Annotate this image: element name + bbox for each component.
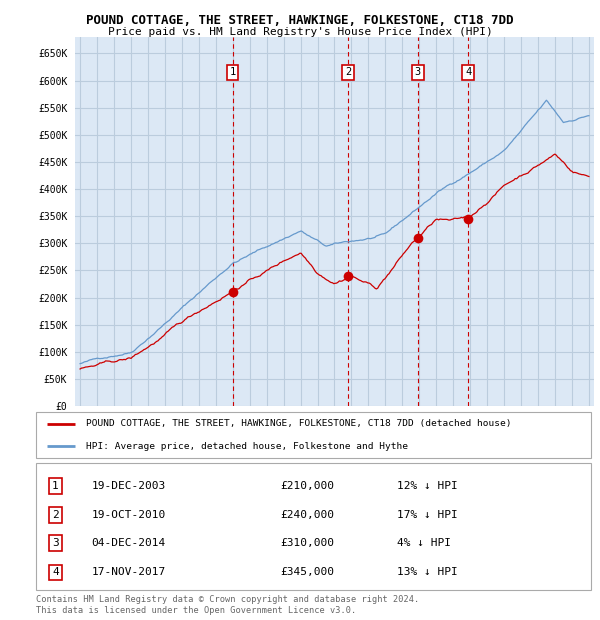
FancyBboxPatch shape <box>36 412 591 458</box>
Text: 2: 2 <box>52 510 59 520</box>
Text: 19-DEC-2003: 19-DEC-2003 <box>92 481 166 491</box>
Text: 1: 1 <box>52 481 59 491</box>
Text: 19-OCT-2010: 19-OCT-2010 <box>92 510 166 520</box>
Text: 17% ↓ HPI: 17% ↓ HPI <box>397 510 458 520</box>
Text: 17-NOV-2017: 17-NOV-2017 <box>92 567 166 577</box>
Text: 04-DEC-2014: 04-DEC-2014 <box>92 538 166 548</box>
Text: Price paid vs. HM Land Registry's House Price Index (HPI): Price paid vs. HM Land Registry's House … <box>107 27 493 37</box>
Text: 12% ↓ HPI: 12% ↓ HPI <box>397 481 458 491</box>
Text: 1: 1 <box>230 68 236 78</box>
FancyBboxPatch shape <box>36 463 591 590</box>
Text: 3: 3 <box>52 538 59 548</box>
Text: £345,000: £345,000 <box>280 567 334 577</box>
Text: 3: 3 <box>415 68 421 78</box>
Text: 4: 4 <box>465 68 471 78</box>
Text: 2: 2 <box>345 68 351 78</box>
Text: 4% ↓ HPI: 4% ↓ HPI <box>397 538 451 548</box>
Text: POUND COTTAGE, THE STREET, HAWKINGE, FOLKESTONE, CT18 7DD (detached house): POUND COTTAGE, THE STREET, HAWKINGE, FOL… <box>86 419 511 428</box>
Text: HPI: Average price, detached house, Folkestone and Hythe: HPI: Average price, detached house, Folk… <box>86 441 408 451</box>
Text: 13% ↓ HPI: 13% ↓ HPI <box>397 567 458 577</box>
Text: 4: 4 <box>52 567 59 577</box>
Text: £240,000: £240,000 <box>280 510 334 520</box>
Text: £310,000: £310,000 <box>280 538 334 548</box>
Text: POUND COTTAGE, THE STREET, HAWKINGE, FOLKESTONE, CT18 7DD: POUND COTTAGE, THE STREET, HAWKINGE, FOL… <box>86 14 514 27</box>
Text: £210,000: £210,000 <box>280 481 334 491</box>
Text: Contains HM Land Registry data © Crown copyright and database right 2024.
This d: Contains HM Land Registry data © Crown c… <box>36 595 419 614</box>
